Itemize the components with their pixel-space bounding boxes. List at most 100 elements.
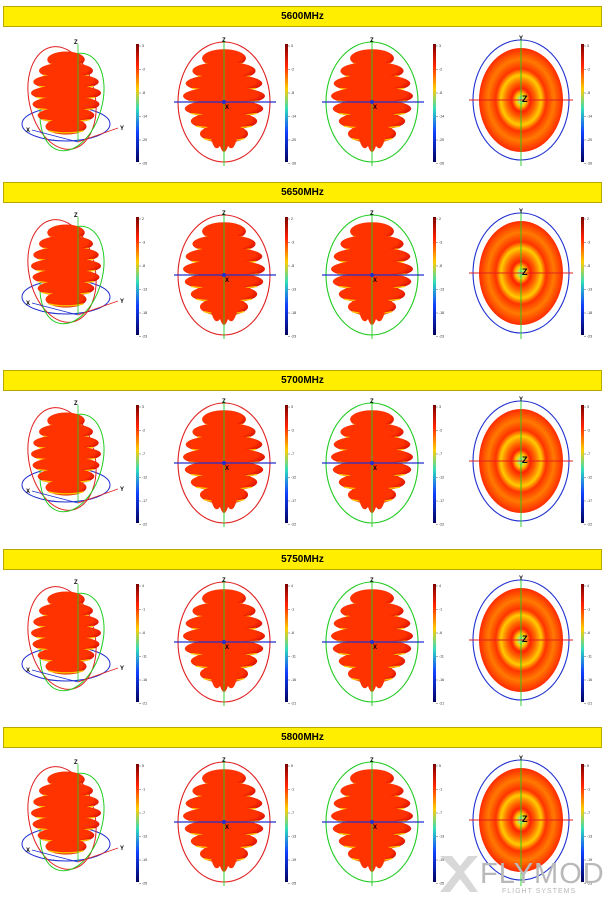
colorbar-tick-label: -1 xyxy=(587,788,590,792)
z-axis-label: Z xyxy=(74,40,78,46)
y-axis-label: Y xyxy=(120,666,124,672)
colorbar-tick-label: -6 xyxy=(142,631,145,635)
colorbar-tick-label: -2 xyxy=(439,429,442,433)
colorbar-tick-label: -16 xyxy=(142,678,147,682)
pattern-3d-view: X Y Z 5 -1 -7 -13 -19 -25 xyxy=(4,752,156,902)
pattern-row: X Y Z 3 -2 -8 -14 -20 -26 Z X 3 -2 -8 -14 -20 -26 Z X 3 -2 -8… xyxy=(0,32,611,182)
colorbar xyxy=(581,217,584,335)
colorbar-tick-label: -1 xyxy=(291,608,294,612)
y-axis-label: Y xyxy=(120,487,124,493)
pattern-xz-plot: Z X 4 -1 -6 -11 -16 -21 xyxy=(174,578,296,706)
pattern-xz-plot: Z X 3 -2 -7 -12 -17 -22 xyxy=(174,399,296,527)
z-axis-label: Z xyxy=(74,580,78,586)
axis-label: X xyxy=(225,278,229,284)
colorbar-tick-label: -22 xyxy=(587,523,592,527)
colorbar-tick-label: -17 xyxy=(439,499,444,503)
pattern-xy-plot: Z Y 5 -1 -7 -13 -19 -25 xyxy=(469,756,592,886)
y-axis-label: Y xyxy=(519,209,523,215)
colorbar-tick-label: -21 xyxy=(142,702,147,706)
pattern-row: X Y Z 2 -3 -8 -13 -18 -23 Z X 2 -3 -8 -13 -18 -23 Z X 2 -3 -8… xyxy=(0,205,611,355)
colorbar xyxy=(285,405,288,523)
colorbar-tick-label: -14 xyxy=(291,115,296,119)
pattern-yz-view: Z X 3 -2 -8 -14 -20 -26 xyxy=(300,32,452,182)
colorbar xyxy=(136,44,139,162)
pattern-xy-plot: Z Y 3 -2 -7 -12 -17 -22 xyxy=(469,397,592,527)
colorbar-tick-label: -13 xyxy=(142,288,147,292)
colorbar-tick-label: 2 xyxy=(142,217,144,221)
colorbar-tick-label: -2 xyxy=(291,68,294,72)
colorbar-tick-label: -26 xyxy=(587,162,592,166)
colorbar-tick-label: -3 xyxy=(439,241,442,245)
colorbar xyxy=(136,764,139,882)
axis-label: X xyxy=(373,466,377,472)
pattern-xz-view: Z X 4 -1 -6 -11 -16 -21 xyxy=(152,572,304,722)
z-axis-label: Z xyxy=(522,634,528,644)
colorbar-tick-label: 4 xyxy=(291,584,293,588)
y-axis-label: Y xyxy=(120,299,124,305)
lobe-band xyxy=(37,280,95,297)
colorbar-tick-label: -14 xyxy=(587,115,592,119)
colorbar-tick-label: -14 xyxy=(439,115,444,119)
colorbar-tick-label: -23 xyxy=(291,335,296,339)
pattern-3d-view: X Y Z 3 -2 -8 -14 -20 -26 xyxy=(4,32,156,182)
y-axis xyxy=(77,300,119,316)
axis-label: X xyxy=(373,825,377,831)
x-axis-label: X xyxy=(26,301,30,307)
colorbar-tick-label: 3 xyxy=(587,44,589,48)
z-axis-label: Z xyxy=(522,455,528,465)
x-axis-label: X xyxy=(26,668,30,674)
x-axis xyxy=(31,302,79,316)
colorbar-tick-label: -8 xyxy=(142,264,145,268)
pattern-3d-view: X Y Z 3 -2 -7 -12 -17 -22 xyxy=(4,393,156,543)
y-axis-label: Y xyxy=(120,846,124,852)
y-axis-label: Y xyxy=(519,756,523,762)
colorbar-tick-label: -16 xyxy=(587,678,592,682)
pattern-xy-view: Z Y 2 -3 -8 -13 -18 -23 xyxy=(449,205,601,355)
colorbar-tick-label: -8 xyxy=(439,264,442,268)
colorbar-tick-label: -12 xyxy=(587,476,592,480)
z-axis-label: Z xyxy=(222,399,226,405)
frequency-band-header: 5700MHz xyxy=(3,370,602,391)
z-axis-label: Z xyxy=(522,267,528,277)
colorbar-tick-label: -17 xyxy=(291,499,296,503)
colorbar-tick-label: -1 xyxy=(439,788,442,792)
lobe-band xyxy=(31,445,101,463)
colorbar-tick-label: -6 xyxy=(587,631,590,635)
colorbar-tick-label: 4 xyxy=(439,584,441,588)
colorbar-tick-label: -20 xyxy=(142,138,147,142)
colorbar-tick-label: -13 xyxy=(142,835,147,839)
colorbar-tick-label: 4 xyxy=(587,584,589,588)
colorbar-tick-label: -11 xyxy=(587,655,592,659)
z-axis-label: Z xyxy=(522,94,528,104)
colorbar-tick-label: -1 xyxy=(439,608,442,612)
y-axis xyxy=(77,127,119,143)
lobe-band xyxy=(32,96,100,113)
colorbar-tick-label: 2 xyxy=(587,217,589,221)
colorbar xyxy=(581,764,584,882)
x-axis-label: X xyxy=(26,489,30,495)
colorbar-tick-label: -11 xyxy=(439,655,444,659)
colorbar-tick-label: -7 xyxy=(291,811,294,815)
pattern-yz-plot: Z X 2 -3 -8 -13 -18 -23 xyxy=(322,211,444,339)
pattern-row: X Y Z 3 -2 -7 -12 -17 -22 Z X 3 -2 -7 -12 -17 -22 Z X 3 -2 -7… xyxy=(0,393,611,543)
colorbar-tick-label: -7 xyxy=(587,452,590,456)
pattern-xz-view: Z X 3 -2 -7 -12 -17 -22 xyxy=(152,393,304,543)
colorbar-tick-label: -12 xyxy=(142,476,147,480)
colorbar-tick-label: -1 xyxy=(587,608,590,612)
pattern-row: X Y Z 4 -1 -6 -11 -16 -21 Z X 4 -1 -6 -11 -16 -21 Z X 4 -1 -6… xyxy=(0,572,611,722)
lobe-band xyxy=(37,468,95,485)
y-axis-label: Y xyxy=(519,397,523,403)
pattern-yz-view: Z X 5 -1 -7 -13 -19 -25 xyxy=(300,752,452,902)
colorbar-tick-label: 3 xyxy=(291,44,293,48)
z-axis-label: Z xyxy=(74,760,78,766)
colorbar-tick-label: -23 xyxy=(439,335,444,339)
colorbar-tick-label: -17 xyxy=(142,499,147,503)
z-axis-label: Z xyxy=(222,211,226,217)
pattern-yz-view: Z X 4 -1 -6 -11 -16 -21 xyxy=(300,572,452,722)
colorbar xyxy=(285,584,288,702)
colorbar-tick-label: -8 xyxy=(587,91,590,95)
colorbar xyxy=(581,584,584,702)
pattern-yz-plot: Z X 5 -1 -7 -13 -19 -25 xyxy=(322,758,444,886)
pattern-yz-plot: Z X 3 -2 -8 -14 -20 -26 xyxy=(322,38,444,166)
lobe-band xyxy=(32,457,100,474)
